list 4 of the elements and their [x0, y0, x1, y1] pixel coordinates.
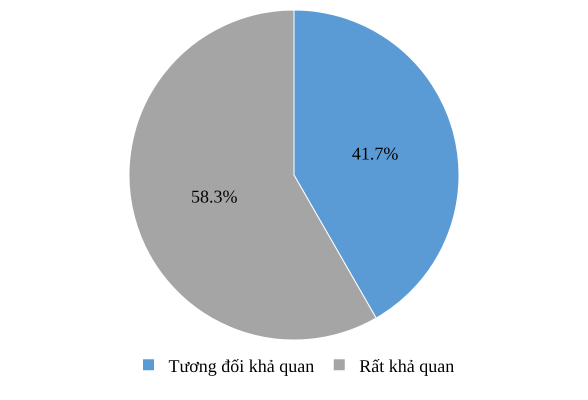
legend-label: Rất khả quan	[359, 356, 454, 376]
legend-label: Tương đối khả quan	[168, 356, 314, 376]
data-label: 58.3%	[191, 186, 238, 206]
data-label: 41.7%	[352, 143, 398, 164]
